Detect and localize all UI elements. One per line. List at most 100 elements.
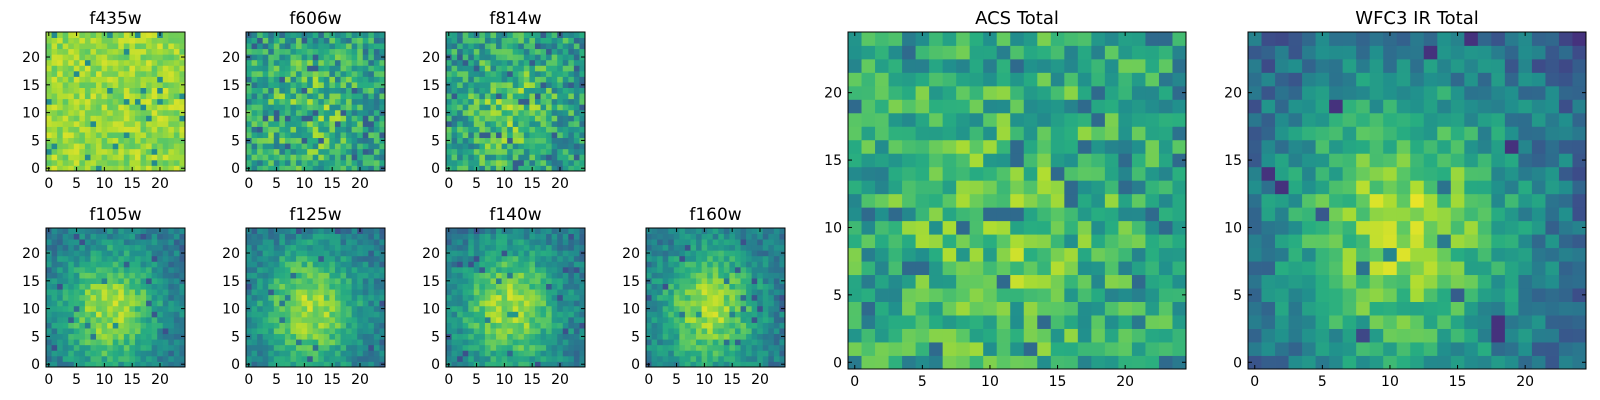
heatmap-cell — [690, 272, 697, 279]
heatmap-cell — [646, 289, 652, 296]
axes-frame — [445, 31, 586, 172]
heatmap-cell — [1172, 342, 1187, 356]
heatmap-cell — [729, 233, 736, 240]
heatmap-cell — [956, 247, 971, 262]
heatmap-cell — [762, 333, 769, 340]
heatmap-cell — [68, 126, 75, 133]
heatmap-cell — [157, 272, 164, 279]
heatmap-cell — [662, 322, 669, 329]
heatmap-cell — [290, 148, 297, 155]
heatmap-cell — [251, 76, 258, 83]
heatmap-cell — [451, 115, 458, 122]
heatmap-cell — [90, 228, 97, 234]
heatmap-cell — [1077, 247, 1092, 262]
heatmap-cell — [373, 32, 380, 38]
heatmap-cell — [529, 132, 536, 139]
heatmap-cell — [751, 300, 758, 307]
heatmap-cell — [457, 250, 464, 257]
heatmap-cell — [696, 322, 702, 329]
heatmap-cell — [579, 311, 586, 318]
heatmap-cell — [279, 316, 286, 323]
heatmap-cell — [1172, 328, 1187, 343]
heatmap-cell — [1023, 153, 1038, 168]
heatmap-cell — [1064, 274, 1079, 289]
heatmap-cell — [573, 344, 580, 351]
heatmap-cell — [888, 207, 903, 222]
heatmap-cell — [340, 272, 347, 279]
heatmap-cell — [712, 239, 719, 246]
heatmap-cell — [284, 143, 291, 150]
heatmap-cell — [101, 305, 108, 312]
heatmap-cell — [57, 48, 64, 55]
heatmap-cell — [62, 278, 69, 284]
heatmap-cell — [1145, 247, 1160, 262]
heatmap-cell — [323, 37, 330, 44]
y-tick-label: 20 — [22, 50, 40, 66]
heatmap-cell — [929, 274, 944, 289]
heatmap-cell — [151, 255, 158, 262]
heatmap-cell — [557, 289, 564, 296]
heatmap-cell — [523, 283, 530, 290]
heatmap-cell — [307, 261, 314, 268]
heatmap-cell — [1077, 220, 1092, 235]
heatmap-cell — [573, 70, 580, 77]
heatmap-cell — [529, 239, 536, 246]
heatmap-cell — [51, 316, 58, 323]
heatmap-cell — [312, 239, 319, 246]
heatmap-cell — [518, 283, 525, 290]
heatmap-cell — [357, 98, 364, 105]
heatmap-cell — [696, 361, 702, 368]
heatmap-cell — [484, 328, 491, 335]
heatmap-cell — [129, 239, 136, 246]
y-tick-label: 0 — [631, 357, 640, 373]
heatmap-cell — [496, 328, 502, 335]
y-tick-label: 15 — [22, 274, 40, 290]
heatmap-cell — [62, 104, 69, 111]
heatmap-cell — [473, 316, 480, 323]
heatmap-cell — [679, 344, 686, 351]
heatmap-cell — [562, 261, 569, 268]
heatmap-cell — [479, 87, 486, 94]
heatmap-cell — [51, 283, 58, 290]
heatmap-cell — [118, 228, 125, 234]
heatmap-cell — [323, 266, 330, 273]
heatmap-cell — [501, 59, 508, 66]
heatmap-cell — [512, 316, 519, 323]
heatmap-cell — [173, 137, 180, 144]
heatmap-cell — [179, 104, 186, 111]
heatmap-cell — [657, 272, 664, 279]
heatmap-cell — [329, 43, 336, 50]
heatmap-cell — [1091, 315, 1106, 329]
heatmap-cell — [179, 115, 186, 122]
heatmap-cell — [646, 233, 652, 240]
heatmap-cell — [468, 32, 475, 38]
heatmap-cell — [46, 59, 52, 66]
heatmap-cell — [562, 120, 569, 127]
heatmap-cell — [112, 115, 119, 122]
heatmap-cell — [507, 137, 514, 144]
heatmap-cell — [279, 137, 286, 144]
heatmap-cell — [734, 255, 741, 262]
heatmap-cell — [129, 272, 136, 279]
heatmap-cell — [307, 37, 314, 44]
heatmap-cell — [490, 361, 497, 368]
heatmap-cell — [579, 43, 586, 50]
heatmap-cell — [679, 361, 686, 368]
heatmap-cell — [942, 180, 957, 195]
heatmap-cell — [73, 43, 80, 50]
heatmap-cell — [251, 333, 258, 340]
heatmap-cell — [457, 48, 464, 55]
heatmap-cell — [146, 305, 153, 312]
heatmap-cell — [479, 239, 486, 246]
heatmap-cell — [579, 228, 586, 234]
heatmap-cell — [701, 300, 708, 307]
heatmap-cell — [134, 159, 141, 166]
heatmap-cell — [334, 132, 341, 139]
heatmap-cell — [518, 300, 525, 307]
heatmap-cell — [362, 143, 369, 150]
heatmap-cell — [888, 247, 903, 262]
heatmap-cell — [379, 272, 386, 279]
heatmap-cell — [490, 289, 497, 296]
heatmap-cell — [329, 48, 336, 55]
heatmap-cell — [888, 234, 903, 249]
